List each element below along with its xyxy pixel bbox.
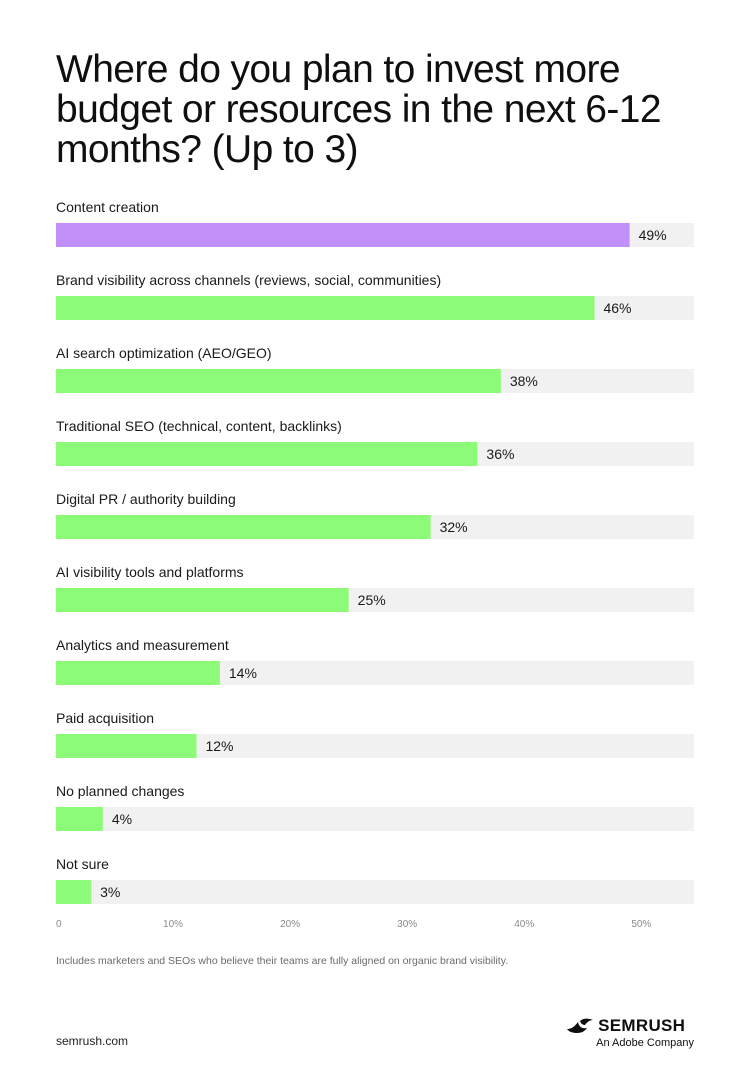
x-tick-label: 30% [397, 919, 417, 930]
x-tick-label: 10% [163, 919, 183, 930]
category-label: Analytics and measurement [56, 637, 229, 653]
x-tick-label: 50% [631, 919, 651, 930]
category-label: Digital PR / authority building [56, 491, 236, 507]
x-tick-label: 0 [56, 919, 62, 930]
bar [56, 661, 220, 685]
x-tick-label: 20% [280, 919, 300, 930]
value-label: 49% [639, 227, 667, 243]
category-label: AI search optimization (AEO/GEO) [56, 345, 272, 361]
semrush-flame-icon [567, 1018, 594, 1033]
bar [56, 880, 92, 904]
value-label: 25% [358, 592, 386, 608]
bar [56, 734, 197, 758]
brand-name: SEMRUSH [598, 1016, 686, 1035]
bar-track [56, 880, 694, 904]
value-label: 36% [486, 446, 514, 462]
brand-subtitle: An Adobe Company [596, 1037, 694, 1049]
x-tick-label: 40% [514, 919, 534, 930]
value-label: 32% [440, 519, 468, 535]
bar [56, 369, 501, 393]
bar [56, 442, 478, 466]
chart-title: Where do you plan to invest more budget … [56, 48, 662, 171]
bar-track [56, 807, 694, 831]
category-label: No planned changes [56, 783, 184, 799]
value-label: 38% [510, 373, 538, 389]
brand-logo: SEMRUSH An Adobe Company [566, 1016, 694, 1049]
bar [56, 223, 630, 247]
bar [56, 588, 349, 612]
category-label: AI visibility tools and platforms [56, 564, 244, 580]
value-label: 12% [205, 738, 233, 754]
value-label: 46% [603, 300, 631, 316]
value-label: 14% [229, 665, 257, 681]
category-label: Content creation [56, 199, 159, 215]
bar [56, 807, 103, 831]
category-label: Paid acquisition [56, 710, 154, 726]
category-label: Not sure [56, 856, 109, 872]
bar-chart: Content creation 49% Brand visibility acro… [56, 199, 694, 930]
value-label: 3% [100, 884, 120, 900]
bar [56, 296, 595, 320]
category-label: Traditional SEO (technical, content, bac… [56, 418, 342, 434]
footnote: Includes marketers and SEOs who believe … [56, 955, 509, 967]
site-url[interactable]: semrush.com [56, 1034, 129, 1048]
category-label: Brand visibility across channels (review… [56, 272, 441, 288]
bar [56, 515, 431, 539]
value-label: 4% [112, 811, 132, 827]
